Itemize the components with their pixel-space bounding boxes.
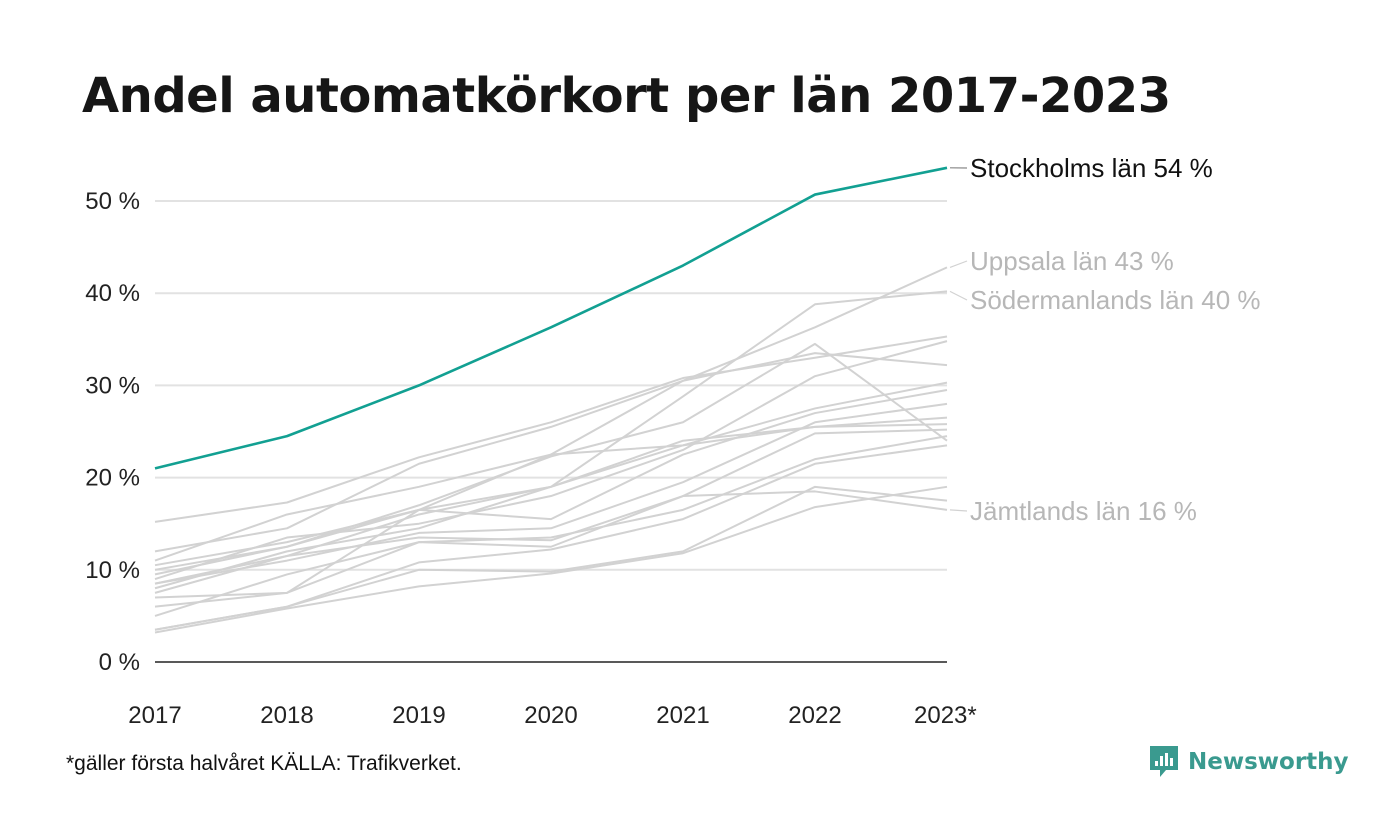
series-end-labels: Stockholms län 54 % Uppsala län 43 % Söder…: [949, 153, 1261, 526]
series-line-uppsala-län: [154, 266, 948, 567]
brand-name: Newsworthy: [1188, 749, 1349, 775]
line-chart: 0 % 10 % 20 % 30 % 40 % 50 % 2017 2018 2019 2020…: [85, 153, 1261, 729]
series-line-stockholms-län: [154, 166, 948, 470]
brand-logo[interactable]: Newsworthy: [1148, 744, 1349, 780]
y-axis-labels: 0 % 10 % 20 % 30 % 40 % 50 %: [85, 188, 140, 676]
series-line-län-8: [154, 381, 948, 590]
series-line-län-17: [154, 485, 948, 634]
x-axis-labels: 2017 2018 2019 2020 2021 2022 2023*: [128, 702, 976, 729]
end-label-södermanlands-län: Södermanlands län 40 %: [970, 285, 1261, 315]
series-line-län-4: [154, 352, 948, 553]
y-tick-label-0: 0 %: [99, 649, 140, 676]
footnote: *gäller första halvåret KÄLLA: Trafikver…: [66, 752, 462, 775]
background-series: [154, 266, 948, 634]
label-connector-södermanlands-län: [949, 290, 968, 301]
series-line-län-16: [154, 485, 948, 631]
series-line-län-14: [154, 435, 948, 617]
chart-title: Andel automatkörkort per län 2017-2023: [82, 68, 1171, 124]
end-label-stockholms-län: Stockholms län 54 %: [970, 153, 1213, 183]
x-tick-label-2023*: 2023*: [914, 702, 977, 729]
y-tick-label-30: 30 %: [85, 372, 140, 399]
x-tick-label-2020: 2020: [524, 702, 577, 729]
x-tick-label-2017: 2017: [128, 702, 181, 729]
y-tick-label-40: 40 %: [85, 280, 140, 307]
x-tick-label-2019: 2019: [392, 702, 445, 729]
grid-lines: [155, 200, 947, 663]
series-line-län-5: [154, 335, 948, 523]
label-connector-uppsala-län: [949, 260, 968, 268]
highlight-series: [154, 166, 948, 470]
y-tick-label-20: 20 %: [85, 465, 140, 492]
x-tick-label-2018: 2018: [260, 702, 313, 729]
end-label-uppsala-län: Uppsala län 43 %: [970, 246, 1174, 276]
x-tick-label-2021: 2021: [656, 702, 709, 729]
end-label-jämtlands-län: Jämtlands län 16 %: [970, 496, 1197, 526]
y-tick-label-50: 50 %: [85, 188, 140, 215]
label-connector-jämtlands-län: [949, 509, 968, 512]
series-line-län-9: [154, 389, 948, 576]
x-tick-label-2022: 2022: [788, 702, 841, 729]
series-line-län-10: [154, 402, 948, 585]
series-line-län-7: [154, 340, 948, 580]
newsworthy-logo-icon: [1150, 746, 1178, 777]
series-line-län-12: [154, 423, 948, 562]
y-tick-label-10: 10 %: [85, 557, 140, 584]
series-line-län-13: [154, 428, 948, 594]
